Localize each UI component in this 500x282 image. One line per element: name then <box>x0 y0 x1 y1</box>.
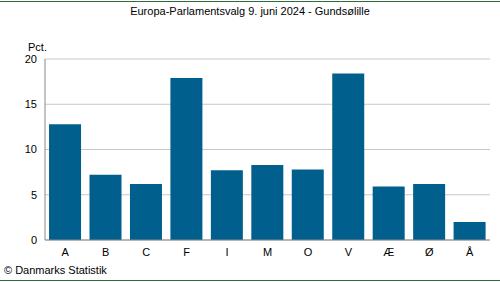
html-text:Pct.: Pct. <box>28 41 47 53</box>
html-text:© Danmarks Statistik: © Danmarks Statistik <box>4 264 107 276</box>
svg-text:A: A <box>62 246 70 258</box>
html-text:Europa-Parlamentsvalg 9. juni: Europa-Parlamentsvalg 9. juni 2024 - Gun… <box>130 5 370 17</box>
svg-text:10: 10 <box>25 143 37 155</box>
svg-text:B: B <box>102 246 109 258</box>
svg-text:Å: Å <box>466 246 474 258</box>
svg-text:O: O <box>304 246 313 258</box>
svg-text:5: 5 <box>31 189 37 201</box>
svg-text:15: 15 <box>25 98 37 110</box>
svg-text:20: 20 <box>25 53 37 65</box>
svg-text:Ø: Ø <box>425 246 434 258</box>
svg-text:F: F <box>183 246 190 258</box>
svg-text:V: V <box>345 246 353 258</box>
svg-text:M: M <box>263 246 272 258</box>
svg-text:I: I <box>226 246 229 258</box>
svg-text:Æ: Æ <box>383 246 394 258</box>
svg-text:C: C <box>142 246 150 258</box>
svg-text:0: 0 <box>31 234 37 246</box>
